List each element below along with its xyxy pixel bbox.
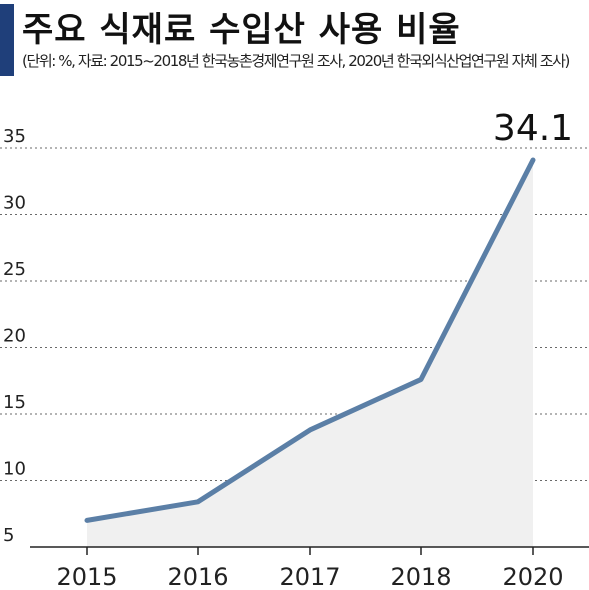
- value-label-2020: 34.1: [493, 108, 573, 149]
- x-tick-label: 2018: [390, 563, 451, 590]
- y-tick-label: 30: [3, 193, 26, 214]
- y-tick-label: 25: [3, 259, 26, 280]
- title-accent-bar: [0, 4, 14, 76]
- x-axis: [30, 546, 589, 555]
- x-tick-labels: 2015 2016 2017 2018 2020: [56, 563, 563, 590]
- x-tick-label: 2016: [167, 563, 228, 590]
- chart-subtitle: (단위: %, 자료: 2015~2018년 한국농촌경제연구원 조사, 202…: [22, 52, 570, 70]
- series-line-group: [84, 157, 536, 523]
- area-fill: [87, 159, 533, 547]
- y-tick-label: 20: [3, 326, 26, 347]
- x-tick-label: 2015: [56, 563, 117, 590]
- y-tick-label: 10: [3, 459, 26, 480]
- area-fill-group: [87, 159, 533, 547]
- x-tick-label: 2017: [279, 563, 340, 590]
- y-tick-label: 15: [3, 392, 26, 413]
- x-tick-label: 2020: [502, 563, 563, 590]
- y-tick-label: 5: [3, 525, 14, 546]
- series-line: [84, 157, 536, 523]
- y-tick-labels: 5 10 15 20 25 30 35: [3, 126, 26, 546]
- title-block: 주요 식재료 수입산 사용 비율 (단위: %, 자료: 2015~2018년 …: [0, 0, 589, 80]
- y-tick-label: 35: [3, 126, 26, 147]
- annotations: 34.1: [493, 108, 573, 149]
- chart-title: 주요 식재료 수입산 사용 비율: [22, 10, 461, 50]
